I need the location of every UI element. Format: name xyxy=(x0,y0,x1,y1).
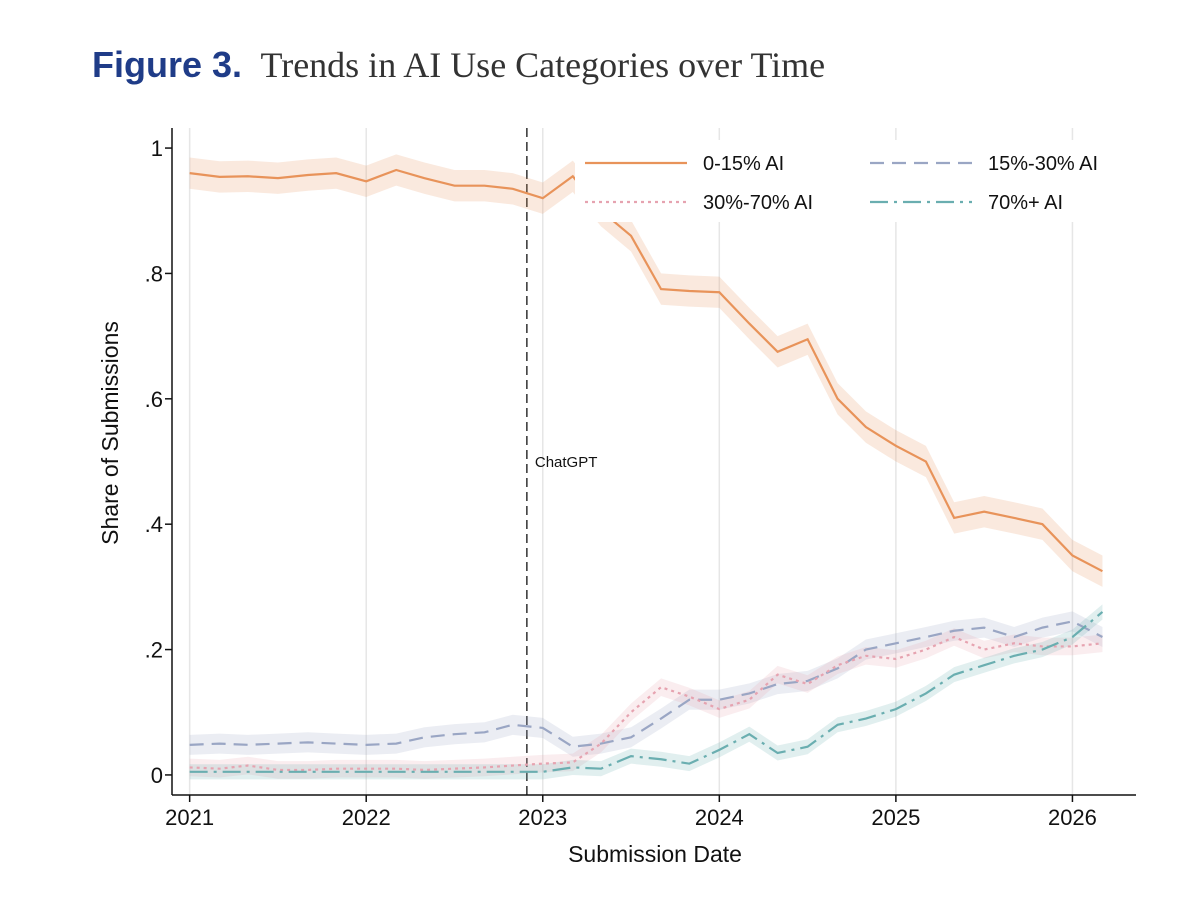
x-tick-label: 2026 xyxy=(1048,805,1097,830)
confidence-band xyxy=(189,628,1103,779)
figure-label: Figure 3. xyxy=(92,44,242,85)
x-tick-label: 2024 xyxy=(695,805,744,830)
title-text: Trends in AI Use Categories over Time xyxy=(260,45,825,85)
confidence-band xyxy=(189,604,1103,780)
x-axis-label: Submission Date xyxy=(568,841,742,867)
legend-label: 70%+ AI xyxy=(988,192,1063,214)
legend-box xyxy=(575,140,1125,222)
lines: 0-15% AI 15%-30% AI 30%-70% AI 70%+ AI xyxy=(189,140,1125,773)
axes: 2021 2022 2023 2024 2025 2026 0 .2 .4 .6 .8 1 ChatGP… xyxy=(145,128,1136,830)
y-tick-label: .6 xyxy=(145,387,163,412)
y-axis-label: Share of Submissions xyxy=(97,321,123,545)
series-line xyxy=(189,611,1104,773)
series-line xyxy=(189,168,1103,573)
legend-label: 30%-70% AI xyxy=(703,192,813,214)
x-tick-label: 2022 xyxy=(342,805,391,830)
series-line xyxy=(189,620,1103,748)
x-tick-label: 2023 xyxy=(518,805,567,830)
y-tick-label: 1 xyxy=(151,136,163,161)
y-tick-label: .8 xyxy=(145,261,163,286)
grid xyxy=(188,128,1074,795)
y-tick-label: .2 xyxy=(145,638,163,663)
bands xyxy=(189,154,1103,780)
legend-label: 15%-30% AI xyxy=(988,153,1098,175)
y-tick-label: 0 xyxy=(151,763,163,788)
legend-label: 0-15% AI xyxy=(703,153,784,175)
y-tick-label: .4 xyxy=(145,512,163,537)
x-tick-label: 2025 xyxy=(871,805,920,830)
chart-title: Figure 3. Trends in AI Use Categories ov… xyxy=(92,44,825,85)
annotation-label: ChatGPT xyxy=(535,454,598,471)
x-tick-label: 2021 xyxy=(165,805,214,830)
